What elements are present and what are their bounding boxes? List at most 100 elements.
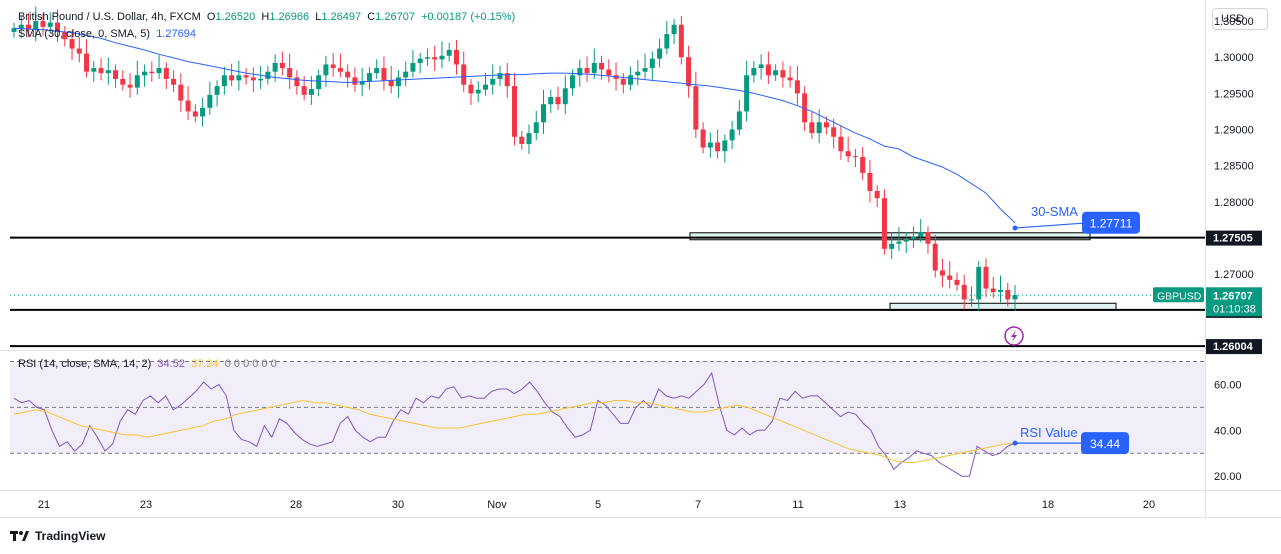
candle-body bbox=[171, 78, 177, 85]
symbol-title[interactable]: British Pound / U.S. Dollar, 4h, FXCM bbox=[18, 11, 201, 23]
candle-body bbox=[11, 28, 17, 32]
open-label: O bbox=[206, 11, 216, 23]
sma-callout-label: 30-SMA bbox=[1031, 204, 1078, 219]
sma-callout-value: 1.27711 bbox=[1090, 217, 1133, 231]
level-price-label: 1.26004 bbox=[1213, 341, 1254, 353]
candle-body bbox=[845, 151, 851, 157]
candle-body bbox=[345, 71, 351, 78]
candle-body bbox=[120, 78, 126, 85]
sma-legend[interactable]: SMA (30, close, 0, SMA, 5) 1.27694 bbox=[18, 27, 196, 41]
candle-body bbox=[925, 232, 931, 244]
rsi-callout-dot bbox=[1012, 440, 1018, 446]
sma-line bbox=[13, 27, 1016, 224]
candle-body bbox=[831, 127, 837, 137]
candle-body bbox=[330, 64, 336, 69]
candle-body bbox=[787, 77, 793, 81]
time-tick-label: 18 bbox=[1042, 499, 1054, 511]
candle-body bbox=[47, 22, 53, 27]
candle-body bbox=[657, 48, 663, 59]
rsi-sma-legend-value: 37.24 bbox=[191, 358, 219, 370]
candle-body bbox=[490, 78, 496, 85]
candle-body bbox=[18, 24, 24, 29]
candle-body bbox=[366, 73, 372, 82]
price-axis-border bbox=[1205, 0, 1206, 517]
price-tick-label: 1.30000 bbox=[1214, 52, 1254, 64]
price-tick-label: 1.28000 bbox=[1214, 197, 1254, 209]
candle-body bbox=[606, 69, 612, 76]
candle-body bbox=[599, 63, 605, 70]
candle-body bbox=[156, 68, 162, 74]
low-label: L bbox=[315, 11, 322, 23]
candle-body bbox=[642, 68, 648, 72]
candle-body bbox=[686, 57, 692, 87]
candle-body bbox=[279, 63, 285, 69]
close-value: 1.26707 bbox=[375, 11, 415, 23]
rsi-sma-line bbox=[13, 399, 1016, 463]
rsi-legend-value: 34.52 bbox=[157, 358, 185, 370]
candle-body bbox=[26, 24, 32, 30]
candle-body bbox=[55, 22, 61, 32]
candle-body bbox=[997, 289, 1003, 293]
rsi-panel bbox=[13, 371, 1016, 477]
candle-body bbox=[337, 68, 343, 72]
rsi-legend[interactable]: RSI (14, close, SMA, 14, 2) 34.52 37.24 … bbox=[18, 357, 277, 371]
candle-body bbox=[816, 122, 822, 134]
candle-body bbox=[221, 75, 227, 87]
sma-callout-line bbox=[1014, 222, 1091, 229]
candle-body bbox=[541, 104, 547, 123]
candle-body bbox=[562, 88, 568, 105]
candle-body bbox=[243, 75, 249, 78]
candle-body bbox=[947, 275, 953, 280]
candle-body bbox=[519, 136, 525, 144]
time-tick-label: 7 bbox=[695, 499, 701, 511]
candle-body bbox=[939, 270, 945, 276]
candle-body bbox=[127, 84, 133, 88]
candle-body bbox=[475, 89, 481, 94]
symbol-tag-label: GBPUSD bbox=[1157, 290, 1202, 302]
candle-body bbox=[301, 86, 307, 95]
candle-body bbox=[577, 68, 583, 76]
price-tick-label: 1.27000 bbox=[1214, 269, 1254, 281]
candle-body bbox=[570, 75, 576, 89]
rsi-callout-label: RSI Value bbox=[1020, 425, 1078, 440]
candle-body bbox=[287, 68, 293, 78]
candle-body bbox=[62, 31, 68, 40]
level-price-label: 1.27505 bbox=[1213, 233, 1253, 245]
candle-body bbox=[555, 96, 561, 105]
tradingview-logo[interactable]: TradingView bbox=[10, 529, 105, 543]
candle-body bbox=[918, 232, 924, 237]
candle-body bbox=[323, 64, 329, 76]
rsi-callout-box bbox=[1081, 432, 1129, 455]
candle-body bbox=[512, 86, 517, 137]
candle-body bbox=[424, 57, 430, 59]
candle-body bbox=[896, 241, 902, 244]
candle-body bbox=[178, 84, 184, 101]
high-label: H bbox=[261, 11, 270, 23]
candle-body bbox=[910, 236, 916, 240]
price-tick-label: 1.29000 bbox=[1214, 125, 1254, 137]
candle-body bbox=[149, 71, 155, 74]
sma-callout-box bbox=[1082, 211, 1140, 234]
currency-button[interactable]: USD bbox=[1212, 8, 1268, 30]
rsi-tick-label: 60.00 bbox=[1214, 379, 1242, 391]
candle-body bbox=[736, 111, 742, 130]
low-value: 1.26497 bbox=[321, 11, 362, 23]
axes: 1.30500 1.30000 1.29500 1.29000 1.28500 1.280… bbox=[0, 0, 1281, 518]
candle-body bbox=[192, 111, 198, 117]
level-price-tag bbox=[1206, 230, 1262, 246]
candle-body bbox=[802, 93, 808, 123]
time-tick-label: 13 bbox=[894, 499, 906, 511]
candle-body bbox=[548, 96, 554, 105]
candle-body bbox=[236, 75, 242, 81]
candle-body bbox=[526, 133, 532, 144]
candle-body bbox=[374, 68, 380, 74]
tradingview-icon bbox=[10, 530, 30, 542]
candle-body bbox=[432, 57, 438, 60]
candle-body bbox=[250, 77, 256, 81]
candle-body bbox=[482, 84, 488, 90]
candle-body bbox=[308, 89, 314, 95]
candle-body bbox=[265, 71, 271, 79]
sma-callout-dot bbox=[1012, 225, 1018, 231]
candle-body bbox=[968, 299, 974, 301]
